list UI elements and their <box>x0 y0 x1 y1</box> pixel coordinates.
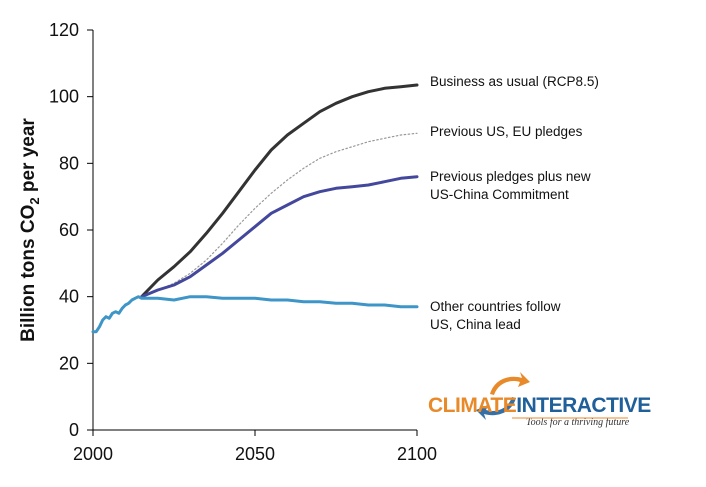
y-tick-label: 100 <box>49 87 79 107</box>
y-tick-label: 60 <box>59 220 79 240</box>
orange-arrow-icon <box>490 372 530 395</box>
chart-series <box>91 83 419 334</box>
chart-axes: 0 20 40 60 80 100 120 2000 2050 2100 <box>49 20 437 464</box>
climate-interactive-logo: CLIMATEINTERACTIVE Tools for a thriving … <box>428 372 652 428</box>
series-line-3 <box>140 175 419 299</box>
logo-wordmark: CLIMATEINTERACTIVE <box>428 394 651 417</box>
logo-tagline: Tools for a thriving future <box>526 417 630 428</box>
x-tick-label: 2100 <box>397 444 437 464</box>
x-tick-label: 2050 <box>235 444 275 464</box>
y-tick-label: 0 <box>69 420 79 440</box>
y-tick-label: 40 <box>59 287 79 307</box>
y-tick-label: 80 <box>59 153 79 173</box>
series-labels: Business as usual (RCP8.5) Previous US, E… <box>430 74 599 332</box>
y-axis-label: Billion tons CO2 per year <box>18 118 42 342</box>
series-line-4 <box>91 295 419 334</box>
x-tick-label: 2000 <box>73 444 113 464</box>
series-label-3: Previous pledges plus new US-China Commit… <box>430 169 591 202</box>
series-line-1 <box>140 83 419 299</box>
series-label-1: Business as usual (RCP8.5) <box>430 74 599 89</box>
blue-arrow-icon <box>476 397 516 420</box>
series-label-2: Previous US, EU pledges <box>430 124 583 139</box>
series-label-4: Other countries follow US, China lead <box>430 299 561 332</box>
y-tick-label: 120 <box>49 20 79 40</box>
series-line-2 <box>141 132 418 298</box>
y-tick-label: 20 <box>59 353 79 373</box>
